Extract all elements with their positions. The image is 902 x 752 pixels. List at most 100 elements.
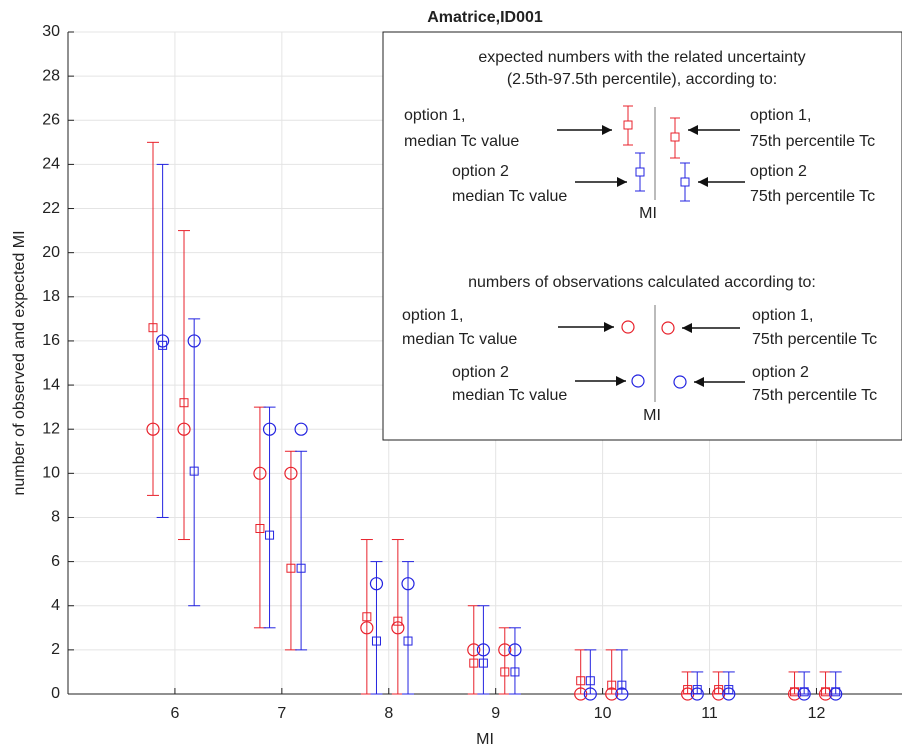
y-tick-label: 24 — [42, 156, 60, 173]
y-tick-label: 18 — [42, 288, 60, 305]
legend-title: numbers of observations calculated accor… — [468, 274, 816, 291]
y-tick-label: 2 — [51, 641, 60, 658]
expected-marker — [469, 658, 479, 668]
expected-marker — [478, 658, 488, 668]
observed-marker — [498, 643, 512, 657]
observed-marker — [177, 422, 191, 436]
legend-label: option 1, — [402, 307, 463, 324]
expected-marker — [576, 676, 586, 686]
x-tick-label: 9 — [491, 705, 500, 722]
y-tick-label: 28 — [42, 67, 60, 84]
legend-swatch — [631, 374, 645, 388]
legend-swatch — [670, 132, 680, 142]
y-tick-label: 14 — [42, 376, 60, 393]
x-tick-label: 7 — [277, 705, 286, 722]
legend-arrowhead — [616, 376, 626, 386]
observed-marker — [284, 466, 298, 480]
legend-title: expected numbers with the related uncert… — [478, 49, 805, 66]
expected-marker — [255, 524, 265, 533]
observed-marker — [360, 621, 374, 635]
legend-arrowhead — [602, 125, 612, 135]
observed-marker — [391, 621, 405, 635]
y-tick-label: 16 — [42, 332, 60, 349]
observed-marker — [722, 687, 736, 701]
y-tick-label: 6 — [51, 553, 60, 570]
y-tick-label: 8 — [51, 509, 60, 526]
y-tick-label: 26 — [42, 111, 60, 128]
expected-marker — [362, 612, 372, 622]
observed-marker — [253, 466, 267, 480]
legend-label: 75th percentile Tc — [750, 133, 875, 150]
legend-label: 75th percentile Tc — [750, 188, 875, 205]
legend-swatch — [623, 120, 633, 130]
expected-marker — [393, 616, 403, 626]
legend-label: option 1, — [750, 107, 811, 124]
legend-label: option 1, — [404, 107, 465, 124]
legend-swatch — [635, 167, 645, 177]
legend-arrowhead — [698, 177, 708, 187]
legend-title: (2.5th-97.5th percentile), according to: — [507, 71, 777, 88]
legend-arrowhead — [682, 323, 692, 333]
observed-marker — [797, 687, 811, 701]
legend-label: median Tc value — [452, 387, 567, 404]
expected-marker — [510, 667, 520, 677]
expected-marker — [500, 667, 510, 677]
expected-marker — [148, 323, 158, 333]
chart-title: Amatrice,ID001 — [427, 9, 543, 26]
observed-marker — [829, 687, 843, 701]
legend-arrowhead — [617, 177, 627, 187]
expected-marker — [286, 563, 296, 573]
x-tick-label: 11 — [701, 705, 718, 722]
legend-label: 75th percentile Tc — [752, 331, 877, 348]
legend-arrowhead — [694, 377, 704, 387]
legend-swatch — [673, 375, 687, 389]
expected-marker — [179, 398, 189, 408]
observed-marker — [146, 422, 160, 436]
y-tick-label: 30 — [42, 23, 60, 40]
expected-marker — [265, 530, 275, 540]
expected-marker — [296, 563, 306, 573]
legend-label: option 2 — [752, 364, 809, 381]
legend-label: option 2 — [452, 163, 509, 180]
observed-marker — [262, 422, 277, 436]
y-axis-label: number of observed and expected MI — [11, 230, 28, 495]
observed-marker — [401, 577, 415, 591]
y-tick-label: 12 — [42, 420, 60, 437]
y-tick-label: 22 — [42, 200, 60, 217]
expected-marker — [189, 466, 199, 476]
expected-marker — [371, 636, 381, 646]
x-tick-label: 10 — [594, 705, 612, 722]
series — [146, 141, 802, 701]
x-tick-label: 12 — [808, 705, 826, 722]
y-tick-label: 10 — [42, 465, 60, 482]
observed-marker — [294, 422, 308, 436]
legend-arrowhead — [688, 125, 698, 135]
legend: expected numbers with the related uncert… — [382, 31, 902, 441]
legend-label: option 1, — [752, 307, 813, 324]
legend-label: median Tc value — [402, 331, 517, 348]
observed-marker — [690, 687, 704, 701]
legend-box — [382, 31, 902, 441]
observed-marker — [467, 643, 481, 657]
legend-label: MI — [639, 205, 657, 222]
y-tick-label: 4 — [51, 597, 60, 614]
y-tick-label: 0 — [51, 685, 60, 702]
series — [156, 163, 811, 701]
legend-arrowhead — [604, 322, 614, 332]
x-tick-label: 8 — [384, 705, 393, 722]
y-tick-label: 20 — [42, 244, 60, 261]
x-tick-label: 6 — [170, 705, 179, 722]
expected-marker — [585, 676, 595, 686]
legend-label: option 2 — [750, 163, 807, 180]
series — [177, 230, 833, 701]
observed-marker — [187, 334, 201, 348]
series — [187, 318, 843, 701]
legend-label: MI — [643, 407, 661, 424]
legend-swatch — [661, 321, 675, 335]
observed-marker — [476, 643, 490, 657]
legend-label: median Tc value — [404, 133, 519, 150]
legend-label: option 2 — [452, 364, 509, 381]
expected-marker — [607, 680, 617, 690]
observed-marker — [156, 334, 170, 348]
